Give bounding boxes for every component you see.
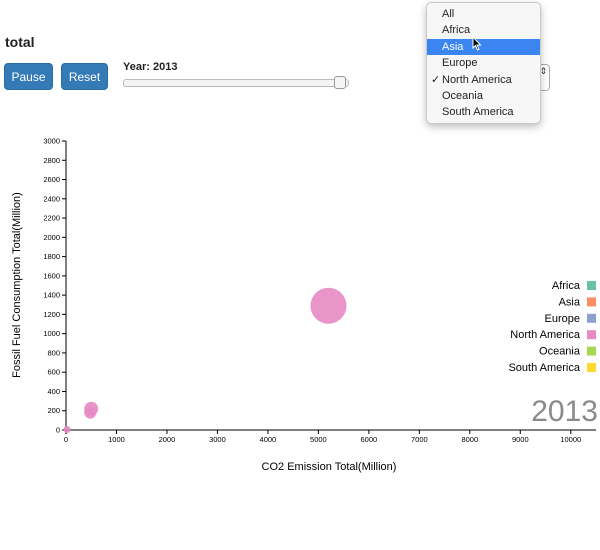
dropdown-option[interactable]: Africa	[427, 22, 540, 38]
legend-swatch	[587, 346, 596, 356]
year-slider-handle[interactable]	[333, 76, 346, 89]
reset-button[interactable]: Reset	[61, 63, 108, 90]
y-tick-label: 600	[47, 368, 60, 377]
legend-swatch	[587, 297, 596, 307]
y-axis: 0 200 400 600 800 1000 1200 1400 1600 1800 2000 220…	[43, 137, 67, 435]
legend-swatch	[587, 363, 596, 372]
dropdown-option-label: Asia	[442, 40, 464, 53]
x-tick-label: 3000	[209, 435, 226, 444]
legend-swatch	[587, 281, 596, 290]
x-tick-label: 10000	[560, 435, 581, 444]
y-tick-label: 1600	[43, 271, 60, 280]
y-tick-label: 400	[47, 387, 60, 396]
year-watermark: 2013	[531, 395, 598, 428]
dropdown-option[interactable]: Oceania	[427, 88, 540, 104]
pause-button[interactable]: Pause	[4, 63, 53, 90]
x-axis: 0 1000 2000 3000 4000 5000 6000 7000 8000 9000 100…	[64, 429, 596, 444]
x-tick-label: 1000	[108, 435, 125, 444]
y-tick-label: 1000	[43, 329, 60, 338]
dropdown-option-label: North America	[442, 73, 512, 86]
region-dropdown-menu[interactable]: All Africa Asia Europe ✓ North America Oceania…	[426, 2, 541, 124]
dropdown-option-label: South America	[442, 106, 514, 119]
legend-label: South America	[508, 362, 580, 374]
x-tick-label: 9000	[512, 435, 529, 444]
legend-swatch	[587, 330, 596, 340]
y-tick-label: 2400	[43, 194, 60, 203]
y-tick-label: 1200	[43, 310, 60, 319]
y-tick-label: 800	[47, 348, 60, 357]
dropdown-option[interactable]: Asia	[427, 38, 540, 56]
x-tick-label: 7000	[411, 435, 428, 444]
x-tick-label: 8000	[461, 435, 478, 444]
dropdown-option-label: All	[442, 8, 455, 20]
dropdown-option-label: Africa	[442, 24, 471, 37]
y-tick-label: 1400	[43, 291, 60, 300]
select-arrows-icon: ⇕	[539, 66, 548, 76]
region-select[interactable]: ⇕	[538, 64, 550, 91]
data-points	[63, 287, 347, 434]
y-tick-label: 2000	[43, 233, 60, 242]
legend-label: Oceania	[539, 346, 581, 358]
legend-label: Europe	[545, 313, 580, 325]
dropdown-option[interactable]: All	[427, 6, 540, 22]
x-tick-label: 6000	[361, 435, 378, 444]
dropdown-option[interactable]: Europe	[427, 55, 540, 71]
x-tick-label: 5000	[310, 435, 327, 444]
mouse-cursor-icon	[472, 36, 482, 51]
year-slider[interactable]	[123, 76, 349, 89]
dropdown-option[interactable]: ✓ North America	[427, 72, 540, 88]
y-tick-label: 0	[56, 426, 60, 435]
x-tick-label: 4000	[260, 435, 277, 444]
y-tick-label: 1800	[43, 252, 60, 261]
y-axis-label: Fossil Fuel Consumption Total(Million)	[11, 192, 23, 378]
checkmark-icon: ✓	[431, 73, 441, 86]
legend-swatch	[587, 313, 596, 323]
dropdown-option-label: Europe	[442, 57, 478, 70]
data-point	[84, 406, 97, 419]
page-title: total	[5, 34, 35, 50]
y-tick-label: 2800	[43, 156, 60, 165]
y-tick-label: 2200	[43, 214, 60, 223]
year-label: Year: 2013	[123, 61, 178, 73]
dropdown-option-label: Oceania	[442, 89, 483, 102]
legend-label: Africa	[552, 280, 581, 292]
legend: Africa Asia Europe North America Oceania Sout…	[508, 280, 596, 374]
data-point	[310, 287, 347, 324]
x-axis-label: CO2 Emission Total(Million)	[262, 461, 397, 473]
y-tick-label: 2600	[43, 175, 60, 184]
x-tick-label: 0	[64, 435, 68, 444]
legend-label: North America	[510, 329, 581, 341]
y-tick-label: 200	[47, 406, 60, 415]
data-point	[63, 426, 71, 434]
x-tick-label: 2000	[159, 435, 176, 444]
y-tick-label: 3000	[43, 137, 60, 146]
legend-label: Asia	[559, 296, 581, 308]
dropdown-option[interactable]: South America	[427, 104, 540, 120]
